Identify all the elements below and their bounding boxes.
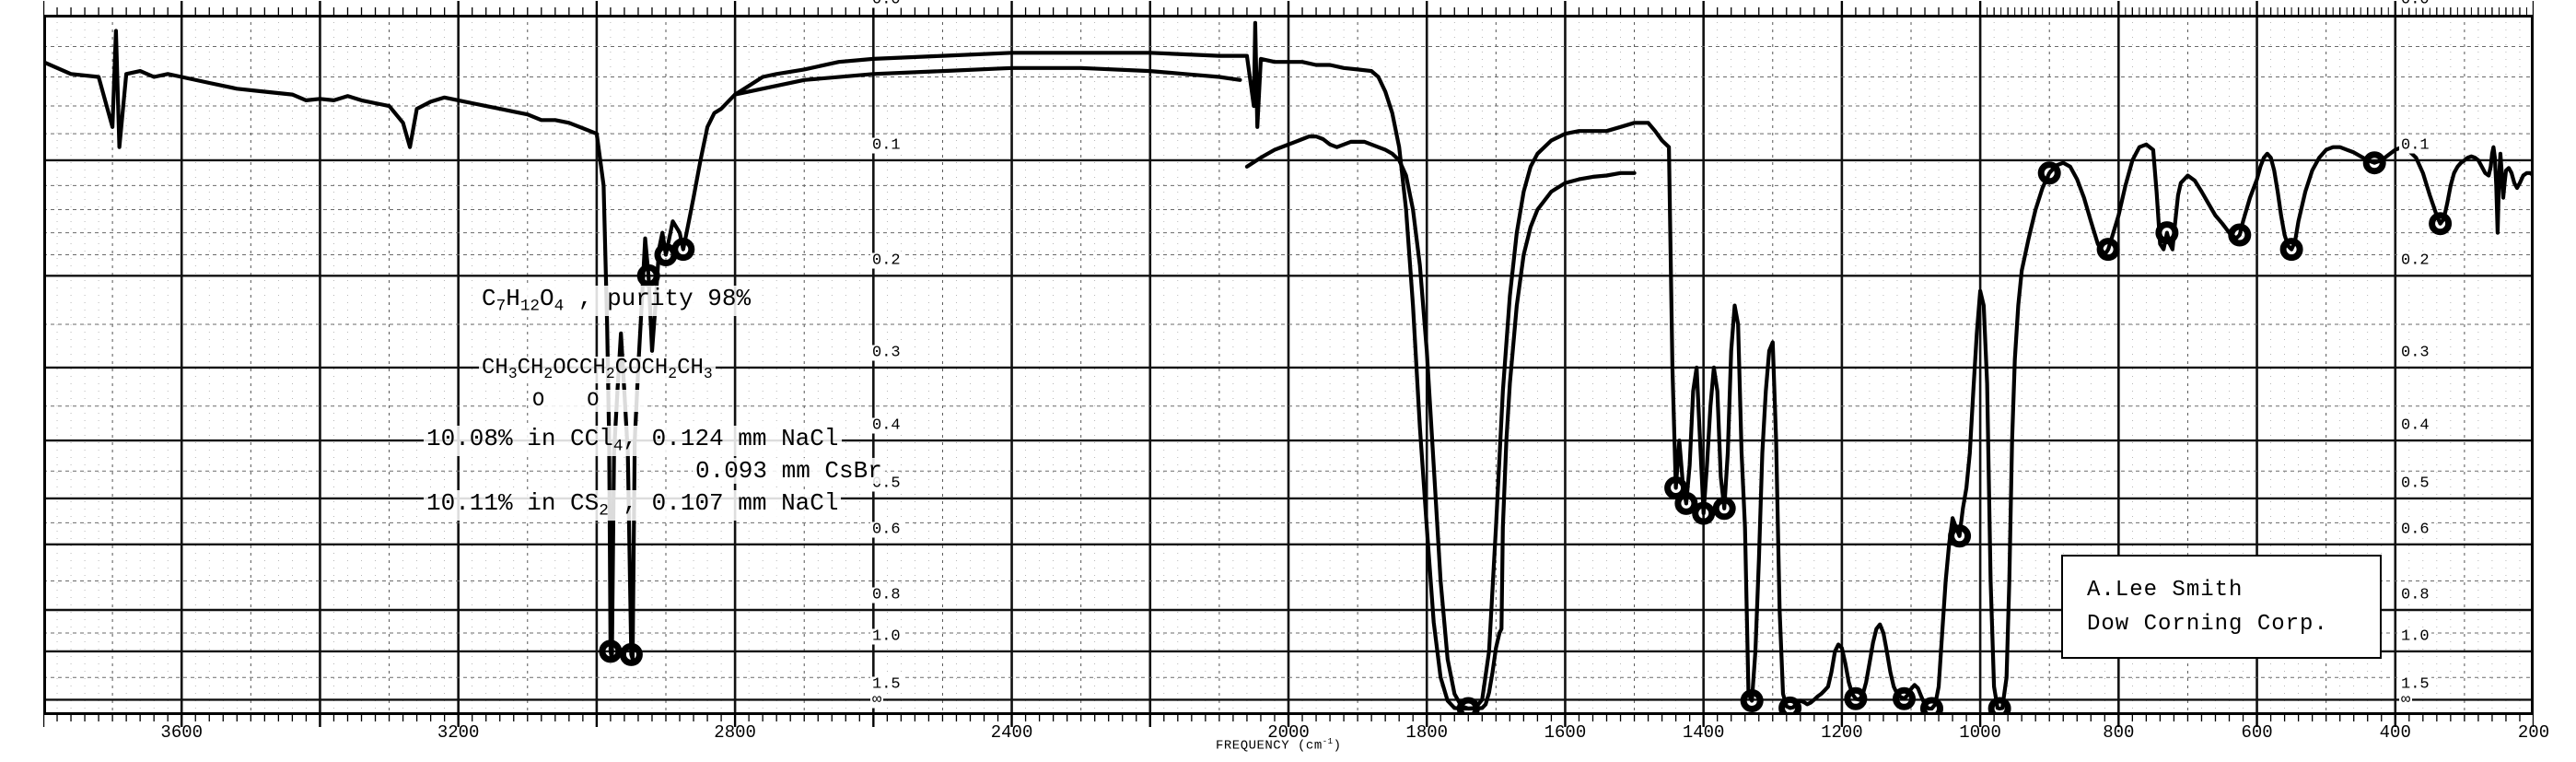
carbonyl-oxygens: OO: [530, 389, 645, 412]
y-tick-label: 1.5: [2399, 675, 2431, 694]
struct-ch2b: CH2: [579, 356, 615, 383]
struct-ch2c: CH2: [641, 356, 678, 383]
y-tick-label: 1.0: [2399, 627, 2431, 646]
sample-condition-2: 10.11% in CS2 , 0.107 mm NaCl: [424, 489, 842, 522]
y-tick-label: 0.4: [2399, 416, 2431, 435]
formula-h-count: 12: [519, 297, 541, 316]
x-axis-unit-close: ): [1333, 738, 1342, 754]
x-tick-label: 200: [2517, 722, 2550, 743]
conc2-pre: 10.11% in CS2 , 0.107 mm NaCl: [426, 489, 839, 521]
formula-h: H: [506, 285, 520, 312]
x-axis-labels: 3600 3200 2800 2400 2000 1800 1600 1400 1200 1000…: [43, 722, 2549, 744]
sample-condition-1b: 0.093 mm CsBr: [693, 458, 885, 484]
formula-c: C: [482, 285, 496, 312]
y-tick-label: 0.8: [2399, 586, 2431, 604]
y-axis-scale-right: 0.0 0.1 0.2 0.3 0.4 0.5 0.6 0.8 1.0 1.5 ∞: [2399, 0, 2454, 709]
formula-purity: , purity 98%: [564, 285, 752, 312]
x-tick-label: 3200: [437, 722, 480, 743]
struct-co: CO: [614, 356, 642, 381]
y-tick-label: 0.6: [870, 521, 903, 539]
formula-o: O: [540, 285, 554, 312]
x-axis-title: FREQUENCY (cm-1): [1216, 737, 1341, 754]
x-tick-label: 1000: [1959, 722, 2001, 743]
formula-o-count: 4: [554, 297, 565, 316]
x-tick-label: 2400: [990, 722, 1033, 743]
x-tick-label: 3600: [160, 722, 204, 743]
y-axis-scale-middle: 0.0 0.1 0.2 0.3 0.4 0.5 0.6 0.8 1.0 1.5 ∞: [870, 0, 926, 709]
y-tick-label: 0.5: [2399, 475, 2431, 493]
conc1-pre: 10.08% in CCl4, 0.124 mm NaCl: [426, 425, 839, 456]
y-tick-label: 0.3: [2399, 344, 2431, 362]
x-tick-label: 2800: [714, 722, 756, 743]
carbonyl-o-1: O: [532, 389, 588, 412]
y-tick-label: 0.1: [2399, 136, 2431, 155]
plot-frame: [43, 15, 2534, 715]
x-tick-label: 1200: [1821, 722, 1863, 743]
x-axis-unit-exponent: -1: [1322, 737, 1334, 746]
x-tick-label: 800: [2103, 722, 2135, 743]
struct-ch3b: CH3: [677, 356, 713, 383]
structural-formula: CH3CH2OCCH2COCH2CH3: [479, 357, 716, 383]
author-name: A.Lee Smith: [2087, 577, 2244, 603]
y-tick-label: 0.0: [2399, 0, 2431, 8]
y-tick-label: 1.0: [870, 627, 903, 646]
x-tick-label: 1600: [1544, 722, 1587, 743]
x-tick-label: 1400: [1682, 722, 1725, 743]
y-tick-label: 0.8: [870, 586, 903, 604]
struct-ch3a: CH3: [482, 356, 518, 383]
spectrum-trace: [43, 20, 2534, 715]
y-tick-label: 0.2: [870, 252, 903, 270]
x-tick-label: 600: [2241, 722, 2273, 743]
struct-oc: OC: [553, 356, 580, 381]
y-tick-label: 1.5: [870, 675, 903, 694]
y-tick-label: 0.6: [2399, 521, 2431, 539]
plot-area: [43, 15, 2534, 715]
y-tick-label: 0.3: [870, 344, 903, 362]
carbonyl-o-2: O: [587, 389, 642, 412]
x-axis-unit-open: (cm: [1298, 738, 1323, 754]
molecular-formula: C7H12O4 , purity 98%: [479, 285, 754, 317]
grid-lines: [43, 15, 2534, 715]
x-tick-label: 400: [2379, 722, 2411, 743]
y-tick-label: 0.4: [870, 416, 903, 435]
top-tick-ruler: [43, 1, 2534, 15]
sample-condition-1: 10.08% in CCl4, 0.124 mm NaCl: [424, 425, 842, 457]
y-tick-label: 0.2: [2399, 252, 2431, 270]
x-axis-title-text: FREQUENCY: [1216, 738, 1290, 754]
formula-c-count: 7: [495, 297, 507, 316]
struct-ch2a: CH2: [517, 356, 554, 383]
y-tick-label: 0.0: [870, 0, 903, 8]
y-tick-label: ∞: [870, 691, 884, 709]
author-organization: Dow Corning Corp.: [2087, 611, 2328, 637]
author-attribution-box: A.Lee Smith Dow Corning Corp.: [2061, 555, 2382, 659]
bottom-tick-ruler: [43, 715, 2534, 727]
y-tick-label: 0.1: [870, 136, 903, 155]
x-tick-label: 2000: [1267, 722, 1310, 743]
x-tick-label: 1800: [1405, 722, 1449, 743]
y-axis-scale-left: 0.00.10.20.30.40.50.60.81.01.5∞: [0, 0, 15, 700]
y-tick-label: ∞: [2399, 691, 2413, 709]
